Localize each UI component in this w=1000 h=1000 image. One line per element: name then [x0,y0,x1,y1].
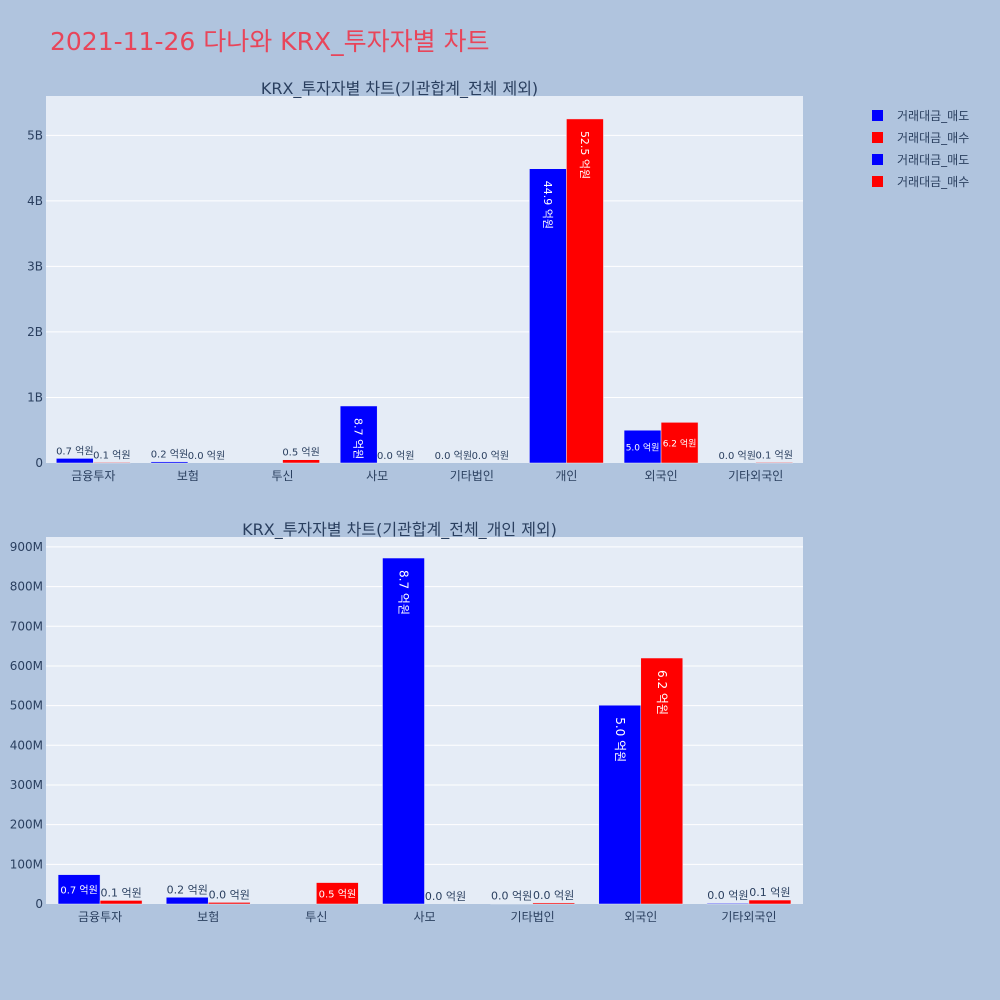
legend-swatch-icon [872,175,883,187]
x-tick-label: 외국인 [645,469,678,483]
y-tick-label: 4B [27,194,43,208]
x-tick-label: 기타법인 [450,469,494,483]
data-label: 0.0 억원 [533,889,574,902]
data-label: 0.1 억원 [749,886,790,899]
y-tick-label: 200M [10,818,43,832]
x-tick-label: 금융투자 [78,910,122,924]
data-label: 0.0 억원 [491,890,532,903]
bar-buy[interactable] [755,462,793,464]
data-label: 0.7 억원 [60,884,97,896]
x-tick-label: 보험 [177,469,199,483]
chart-title: KRX_투자자별 차트(기관합계_전체_개인 제외) [242,520,557,540]
data-label: 0.2 억원 [167,883,208,896]
legend-swatch-icon [872,131,883,143]
x-tick-label: 사모 [366,469,388,483]
data-label: 0.0 억원 [425,890,466,903]
chart-1: 0 1B 2B 3B 4B 5B KRX_투자자별 차트(기관합계_전체 제외) 금융투자 0.… [27,79,803,483]
y-tick-label: 900M [10,540,43,554]
legend-label: 거래대금_매수 [897,130,970,145]
data-label: 5.0 억원 [626,442,660,454]
bar-sell[interactable] [165,897,209,905]
bar-buy[interactable] [660,422,699,464]
bar-sell[interactable] [706,902,750,905]
data-label: 0.2 억원 [151,449,188,461]
legend-item-sell-1[interactable]: 거래대금_매도 [872,104,969,126]
y-tick-label: 0 [35,897,43,911]
data-label: 44.9 억원 [541,181,554,229]
x-tick-label: 외국인 [624,910,657,924]
data-label: 52.5 억원 [578,131,591,179]
data-label: 8.7 억원 [352,418,365,459]
y-tick-label: 600M [10,659,43,673]
data-label: 0.0 억원 [707,889,748,902]
y-tick-label: 100M [10,857,43,871]
y-tick-label: 800M [10,580,43,594]
bar-buy[interactable] [640,657,684,905]
y-tick-label: 700M [10,619,43,633]
bar-buy[interactable] [207,902,251,905]
chart-title: KRX_투자자별 차트(기관합계_전체 제외) [261,79,538,99]
data-label: 0.5 억원 [282,447,319,459]
bar-sell[interactable] [339,405,378,464]
legend-label: 거래대금_매수 [897,174,970,189]
data-label: 0.0 억원 [209,888,250,901]
legend[interactable]: 거래대금_매도 거래대금_매수 거래대금_매도 거래대금_매수 [872,104,969,192]
data-label: 0.1 억원 [100,886,141,899]
page-title: 2021-11-26 다나와 KRX_투자자별 차트 [50,27,490,56]
bar-buy[interactable] [566,118,604,464]
legend-swatch-icon [872,153,883,165]
bar-sell[interactable] [529,168,567,464]
bar-sell[interactable] [56,458,94,464]
y-tick-label: 3B [27,259,43,273]
y-tick-label: 500M [10,699,43,713]
y-tick-label: 5B [27,128,43,142]
y-tick-label: 1B [27,390,43,404]
data-label: 0.5 억원 [319,888,356,900]
plot-area [46,96,803,463]
x-tick-label: 투신 [272,469,294,483]
bar-sell[interactable] [382,557,425,905]
x-tick-label: 기타외국인 [721,910,776,924]
data-label: 6.2 억원 [655,670,669,715]
legend-swatch-icon [872,109,883,121]
y-tick-label: 300M [10,778,43,792]
x-tick-label: 투신 [305,910,327,924]
x-tick-label: 기타법인 [511,910,555,924]
data-label: 6.2 억원 [663,438,697,450]
legend-item-buy-2[interactable]: 거래대금_매수 [872,170,969,192]
legend-label: 거래대금_매도 [897,152,970,167]
bar-buy[interactable] [532,902,575,905]
data-label: 0.0 억원 [377,450,414,462]
bar-sell[interactable] [150,461,189,464]
data-label: 0.1 억원 [755,449,792,461]
data-label: 0.0 억원 [472,450,509,462]
data-label: 0.0 억원 [188,450,225,462]
data-label: 8.7 억원 [397,570,411,615]
chart-2: 0 100M 200M 300M 400M 500M 600M 700M 800M 900M KRX… [10,520,803,924]
bar-buy[interactable] [93,462,131,464]
bar-buy[interactable] [282,459,320,464]
data-label: 0.0 억원 [718,450,755,462]
x-tick-label: 기타외국인 [728,469,783,483]
data-label: 0.1 억원 [93,449,130,461]
bar-buy[interactable] [99,900,143,905]
y-tick-label: 400M [10,738,43,752]
bar-sell[interactable] [57,874,101,905]
x-tick-label: 사모 [413,910,435,924]
x-tick-label: 금융투자 [71,469,115,483]
bar-buy[interactable] [748,899,792,905]
y-tick-label: 2B [27,325,43,339]
data-label: 0.7 억원 [56,445,93,457]
legend-item-buy-1[interactable]: 거래대금_매수 [872,126,969,148]
legend-item-sell-2[interactable]: 거래대금_매도 [872,148,969,170]
data-label: 5.0 억원 [613,717,627,762]
y-tick-label: 0 [35,456,43,470]
legend-label: 거래대금_매도 [897,108,970,123]
x-tick-label: 개인 [555,469,577,483]
data-label: 0.0 억원 [435,450,472,462]
x-tick-label: 보험 [197,910,219,924]
bar-buy[interactable] [316,882,359,905]
bar-sell[interactable] [598,704,642,905]
